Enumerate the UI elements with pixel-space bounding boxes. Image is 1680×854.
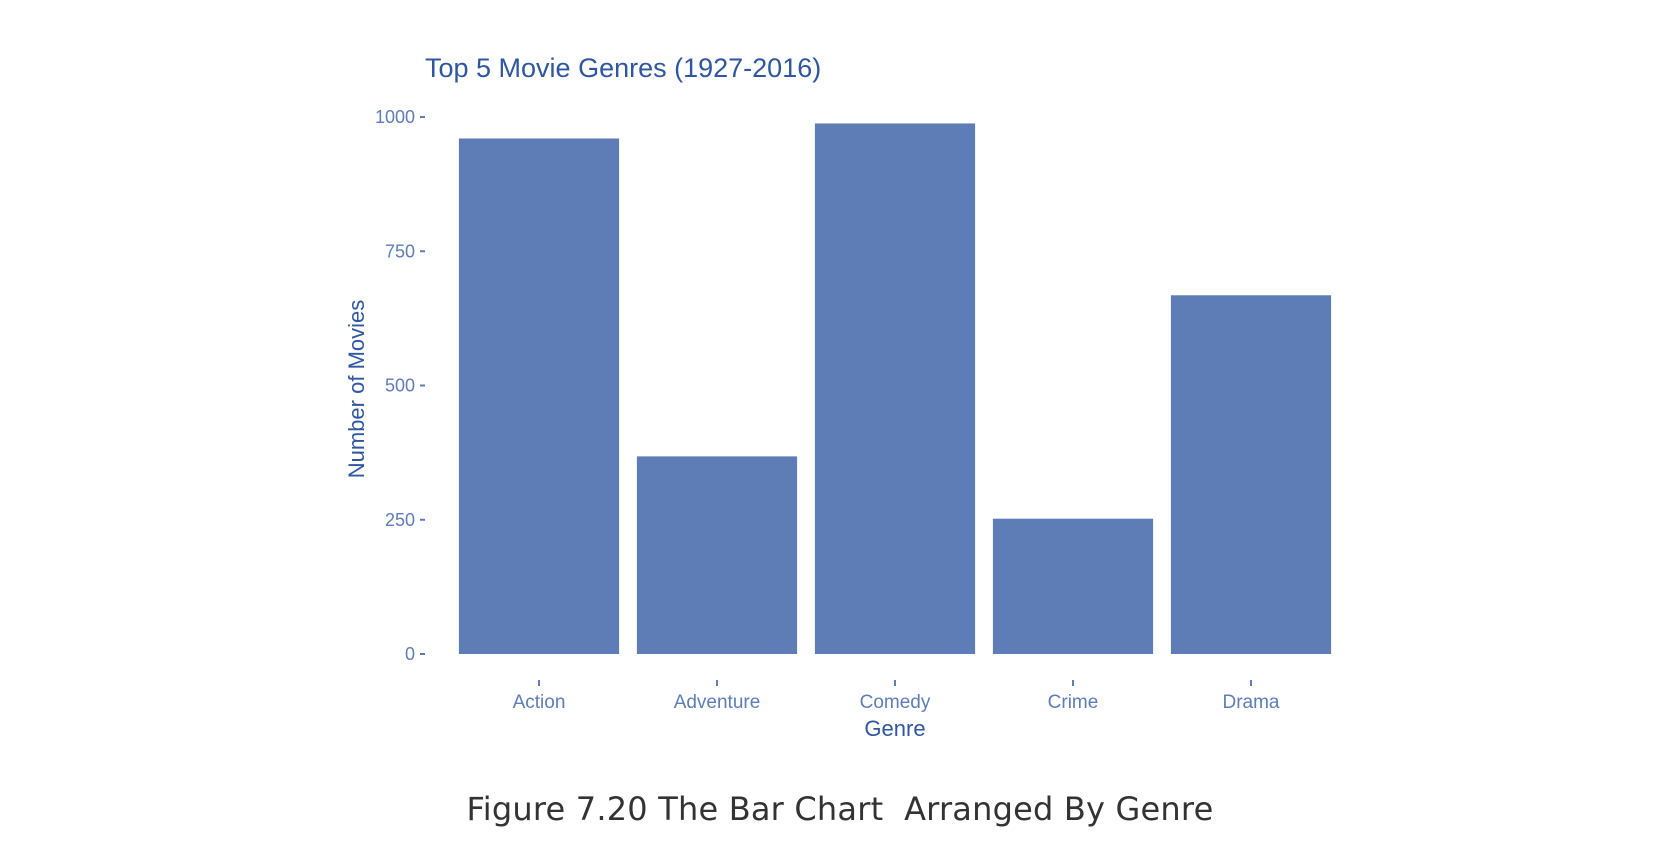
bar-action [458,138,620,655]
x-axis: Action Adventure Comedy Crime Drama [513,680,1280,713]
y-tick-label: 500 [385,376,415,396]
x-tick-label: Crime [1048,692,1099,713]
x-tick-label: Comedy [860,692,931,713]
figure-caption: Figure 7.20 The Bar Chart Arranged By Ge… [466,790,1214,828]
y-tick-label: 0 [405,644,415,664]
x-tick-label: Adventure [674,692,761,713]
x-tick-label: Action [513,692,566,713]
bar-drama [1170,295,1332,654]
bar-adventure [636,456,798,654]
y-tick-label: 750 [385,241,415,261]
bar-chart: Top 5 Movie Genres (1927-2016) 0 250 500 75… [344,53,1332,741]
y-tick-label: 250 [385,510,415,530]
bars [458,123,1332,655]
x-tick-label: Drama [1222,692,1279,713]
bar-comedy [814,123,976,655]
bar-crime [992,518,1154,654]
chart-title: Top 5 Movie Genres (1927-2016) [425,53,821,83]
y-axis: 0 250 500 750 1000 [375,107,425,664]
y-tick-label: 1000 [375,107,415,127]
y-axis-label: Number of Movies [344,300,369,479]
x-axis-label: Genre [864,716,925,741]
